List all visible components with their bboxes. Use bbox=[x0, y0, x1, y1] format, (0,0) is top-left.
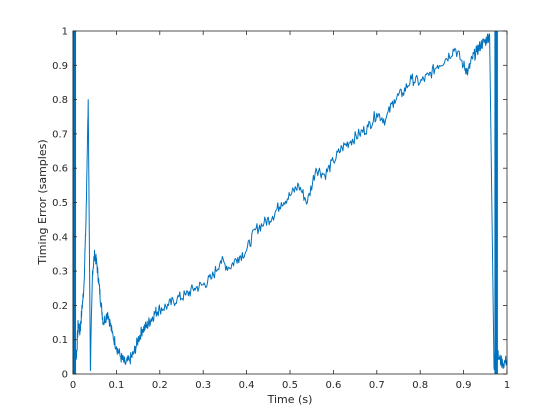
y-tick-label: 0.2 bbox=[52, 301, 68, 312]
x-tick-label: 0.8 bbox=[412, 380, 428, 391]
x-tick-label: 0.1 bbox=[108, 380, 124, 391]
y-tick-label: 0 bbox=[62, 370, 68, 381]
x-tick-label: 0.3 bbox=[195, 380, 211, 391]
x-tick-label: 1 bbox=[504, 380, 510, 391]
y-tick-label: 0.8 bbox=[52, 95, 68, 106]
y-tick-label: 0.7 bbox=[52, 129, 68, 140]
y-tick-label: 0.5 bbox=[52, 198, 68, 209]
y-tick-label: 0.3 bbox=[52, 267, 68, 278]
x-tick-label: 0.5 bbox=[282, 380, 298, 391]
x-tick-label: 0.2 bbox=[152, 380, 168, 391]
x-tick-label: 0.9 bbox=[456, 380, 472, 391]
y-tick-label: 0.1 bbox=[52, 335, 68, 346]
y-axis-ticks: 0 0.1 0.2 0.3 0.4 0.5 0.6 0.7 0.8 0.9 1 bbox=[52, 27, 507, 381]
y-axis-label: Timing Error (samples) bbox=[36, 139, 49, 265]
x-tick-label: 0.7 bbox=[369, 380, 385, 391]
y-tick-label: 0.4 bbox=[52, 232, 68, 243]
y-tick-label: 0.9 bbox=[52, 61, 68, 72]
x-axis-ticks: 0 0.1 0.2 0.3 0.4 0.5 0.6 0.7 0.8 0.9 1 bbox=[70, 31, 510, 391]
y-tick-label: 1 bbox=[62, 27, 68, 38]
x-tick-label: 0 bbox=[70, 380, 76, 391]
y-tick-label: 0.6 bbox=[52, 164, 68, 175]
series-line bbox=[72, 33, 508, 372]
x-tick-label: 0.4 bbox=[239, 380, 255, 391]
x-tick-label: 0.6 bbox=[325, 380, 341, 391]
x-axis-label: Time (s) bbox=[267, 393, 313, 406]
plot-background bbox=[73, 31, 507, 374]
